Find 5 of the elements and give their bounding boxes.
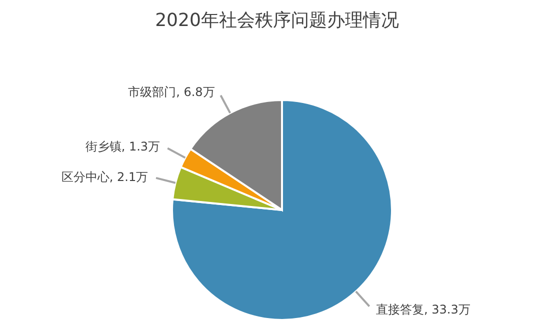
chart-title: 2020年社会秩序问题办理情况 <box>154 9 400 32</box>
slice-label: 市级部门, 6.8万 <box>128 84 215 99</box>
slice-label: 区分中心, 2.1万 <box>61 170 148 184</box>
slice-label: 街乡镇, 1.3万 <box>85 139 160 154</box>
slice-label: 直接答复, 33.3万 <box>376 302 470 316</box>
